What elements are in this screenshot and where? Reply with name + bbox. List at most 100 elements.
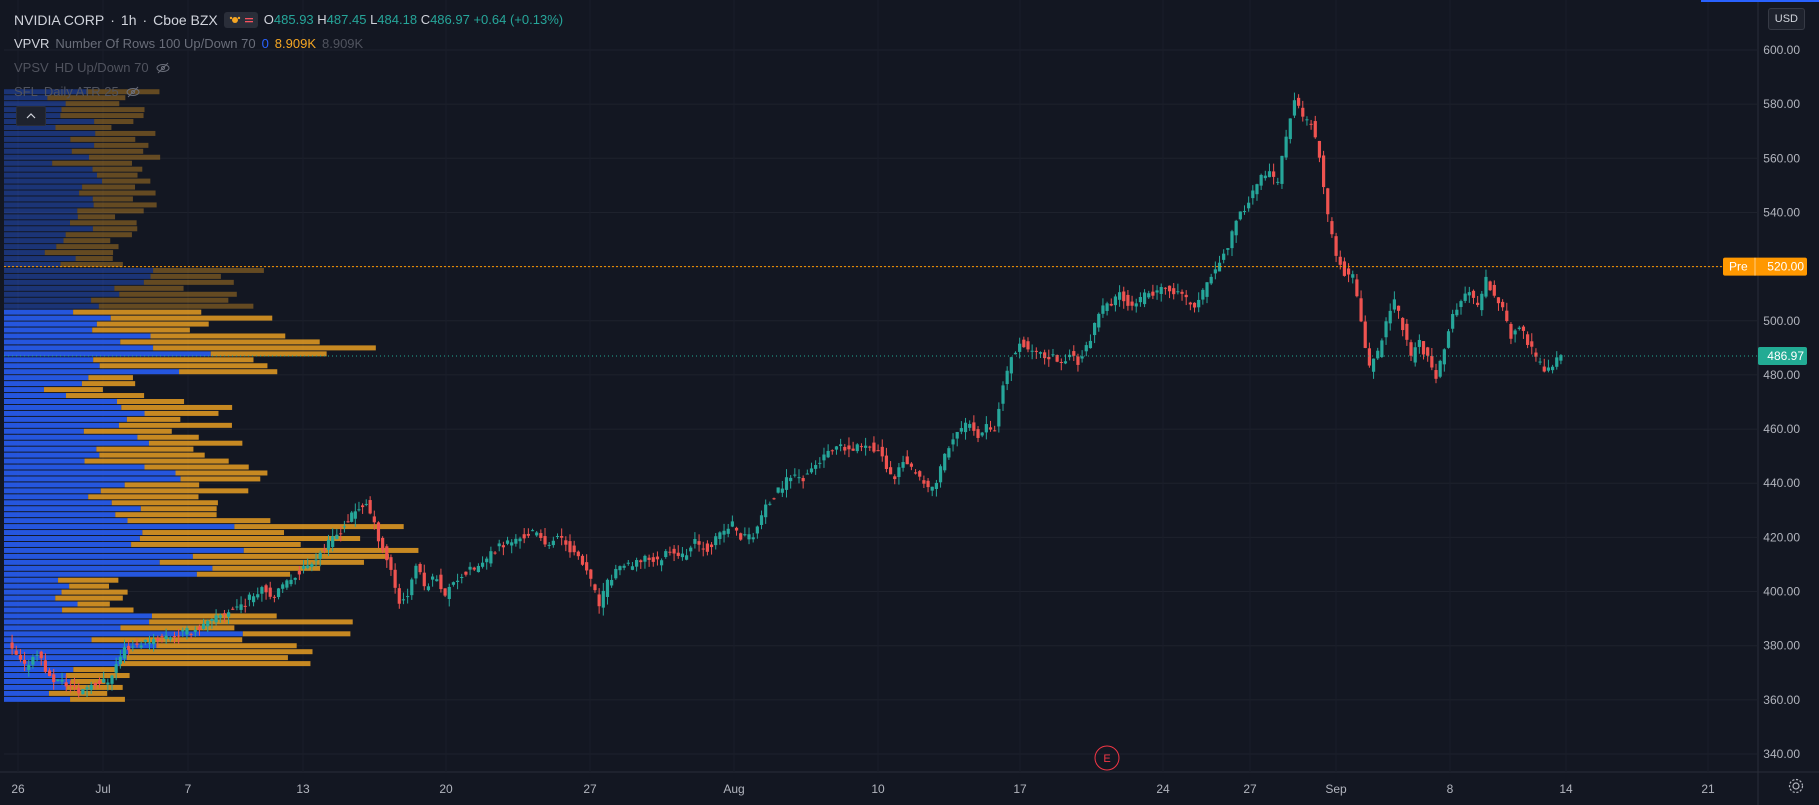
candle-down	[464, 571, 468, 575]
currency-button[interactable]: USD	[1767, 8, 1805, 30]
volume-bar-down	[119, 291, 237, 297]
indicator-vpvr[interactable]: VPVR Number Of Rows 100 Up/Down 70 0 8.9…	[14, 32, 563, 56]
volume-bar-up	[4, 422, 119, 428]
indicator-vpsv[interactable]: VPSV HD Up/Down 70	[14, 56, 563, 80]
candle-up	[1442, 349, 1446, 365]
volume-bar-down	[92, 226, 138, 232]
indicator-value-down: 8.909K	[274, 36, 316, 51]
candle-up	[1134, 303, 1138, 307]
candle-up	[147, 642, 152, 644]
volume-bar-down	[114, 285, 184, 291]
candle-down	[472, 567, 476, 570]
candle-up	[1517, 327, 1521, 329]
volume-bar-up	[4, 649, 130, 655]
volume-bar-down	[63, 238, 111, 244]
candle-up	[353, 511, 357, 519]
candle-down	[1363, 321, 1367, 348]
candle-down	[135, 643, 139, 645]
candle-up	[714, 536, 718, 546]
candle-up	[1305, 119, 1309, 121]
candle-down	[439, 574, 443, 590]
candle-up	[1018, 343, 1022, 352]
candle-up	[839, 444, 843, 447]
open-label: O	[263, 12, 274, 27]
volume-bar-up	[4, 464, 145, 470]
candle-up	[505, 540, 510, 544]
candle-up	[822, 454, 826, 461]
candle-down	[655, 556, 660, 560]
candle-down	[539, 533, 543, 538]
eye-hidden-icon[interactable]	[125, 86, 141, 98]
candle-down	[77, 687, 81, 694]
volume-bar-up	[4, 518, 128, 524]
candle-down	[1047, 356, 1051, 360]
volume-bar-down	[69, 583, 110, 589]
candle-up	[81, 689, 85, 695]
volume-bar-up	[4, 404, 122, 410]
y-axis[interactable]: 340.00 360.00 380.00 400.00 420.00 440.00 460.…	[1763, 43, 1800, 761]
y-tick-label: 400.00	[1763, 585, 1800, 599]
candle-up	[1226, 248, 1230, 250]
candle-up	[855, 444, 859, 452]
candle-up	[118, 656, 122, 665]
candle-down	[543, 536, 547, 545]
volume-bar-up	[4, 333, 151, 339]
gear-icon[interactable]	[1787, 777, 1805, 795]
eye-hidden-icon[interactable]	[155, 62, 171, 74]
candle-down	[322, 549, 326, 551]
x-tick-label: Sep	[1325, 782, 1347, 796]
candle-down	[701, 548, 705, 550]
candle-up	[1251, 190, 1255, 199]
candle-down	[1109, 303, 1113, 306]
candle-down	[39, 651, 43, 659]
volume-bar-down	[43, 387, 103, 393]
volume-bar-down	[61, 589, 128, 595]
candle-down	[1272, 171, 1276, 177]
candle-up	[1555, 357, 1559, 367]
volume-bar-down	[242, 631, 351, 637]
pre-market-value: 520.00	[1767, 260, 1804, 274]
status-badge[interactable]	[223, 12, 258, 28]
volume-bar-down	[234, 524, 404, 530]
candle-up	[1088, 340, 1093, 349]
candle-up	[350, 512, 354, 522]
candle-down	[585, 562, 589, 571]
candle-up	[930, 486, 934, 491]
candle-up	[331, 536, 335, 547]
candle-up	[357, 509, 361, 511]
volume-bar-up	[4, 506, 141, 512]
candle-up	[214, 615, 218, 623]
volume-bar-down	[86, 89, 160, 95]
candle-up	[784, 477, 789, 490]
candle-up	[1392, 299, 1396, 310]
volume-bar-down	[94, 142, 149, 148]
exchange: Cboe BZX	[153, 12, 218, 28]
candle-up	[1284, 136, 1288, 158]
earnings-event-marker[interactable]: E	[1094, 745, 1120, 771]
volume-bar-up	[4, 589, 62, 595]
indicator-params: Number Of Rows 100 Up/Down 70	[55, 36, 256, 51]
volume-bar-up	[4, 595, 56, 601]
interval[interactable]: 1h	[120, 12, 137, 28]
candle-up	[1201, 289, 1205, 300]
candle-up	[114, 664, 118, 673]
volume-bar-up	[4, 553, 193, 559]
legend: NVIDIA CORP · 1h · Cboe BZX O485.93 H487…	[14, 8, 563, 104]
candle-up	[980, 432, 984, 436]
candle-up	[1463, 293, 1467, 301]
chevron-up-icon	[26, 113, 36, 119]
x-tick-label: Aug	[723, 782, 744, 796]
symbol-name[interactable]: NVIDIA CORP	[14, 12, 105, 28]
volume-bar-up	[4, 184, 83, 190]
volume-bar-up	[4, 565, 213, 571]
indicator-sfl[interactable]: SFL Daily ATR 25	[14, 80, 563, 104]
candle-up	[35, 654, 39, 656]
volume-bar-up	[4, 410, 145, 416]
collapse-legend-button[interactable]	[16, 106, 46, 126]
candle-down	[888, 467, 893, 475]
volume-bar-up	[4, 607, 63, 613]
x-axis[interactable]: 26 Jul 7 13 20 27 Aug 10 17 24 27 Sep 8 14 21	[11, 782, 1715, 796]
candle-down	[1355, 279, 1359, 297]
candle-down	[10, 642, 14, 649]
